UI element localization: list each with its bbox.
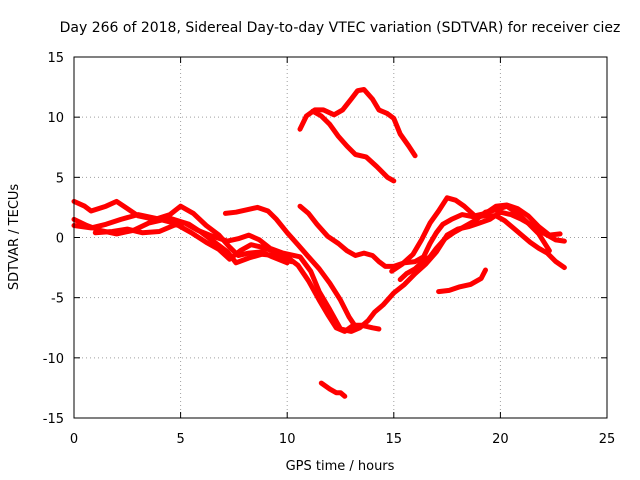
x-tick-label: 25 xyxy=(599,432,616,447)
series-arc-6 xyxy=(297,203,567,271)
x-tick-label: 15 xyxy=(386,432,403,447)
x-tick-label: 5 xyxy=(176,432,184,447)
series-arc-4 xyxy=(92,221,382,334)
tick-layer: 0 5 10 15 20 25 -15 -10 -5 0 5 10 15 xyxy=(43,51,616,447)
series-arc-10 xyxy=(297,87,418,159)
x-tick-label: 0 xyxy=(70,432,78,447)
y-tick-label: 15 xyxy=(47,51,64,66)
series-arc-3 xyxy=(71,209,567,334)
y-tick-label: -5 xyxy=(51,292,64,307)
series-arc-9 xyxy=(436,267,488,295)
x-tick-label: 10 xyxy=(279,432,296,447)
series-arc-12 xyxy=(318,380,348,399)
y-tick-label: 5 xyxy=(56,171,64,186)
series-arc-5 xyxy=(222,204,358,329)
series-layer xyxy=(71,87,567,399)
x-tick-label: 20 xyxy=(492,432,509,447)
y-tick-label: -15 xyxy=(43,412,64,427)
y-tick-label: 0 xyxy=(56,232,64,247)
y-axis-label: SDTVAR / TECUs xyxy=(7,184,22,291)
series-arc-11 xyxy=(310,108,397,184)
chart-title: Day 266 of 2018, Sidereal Day-to-day VTE… xyxy=(60,20,621,36)
x-axis-label: GPS time / hours xyxy=(286,459,395,474)
y-tick-label: 10 xyxy=(47,111,64,126)
y-tick-label: -10 xyxy=(43,352,64,367)
series-arc-1 xyxy=(71,198,290,266)
series-arc-7 xyxy=(389,195,563,274)
series-arc-8 xyxy=(397,203,552,283)
